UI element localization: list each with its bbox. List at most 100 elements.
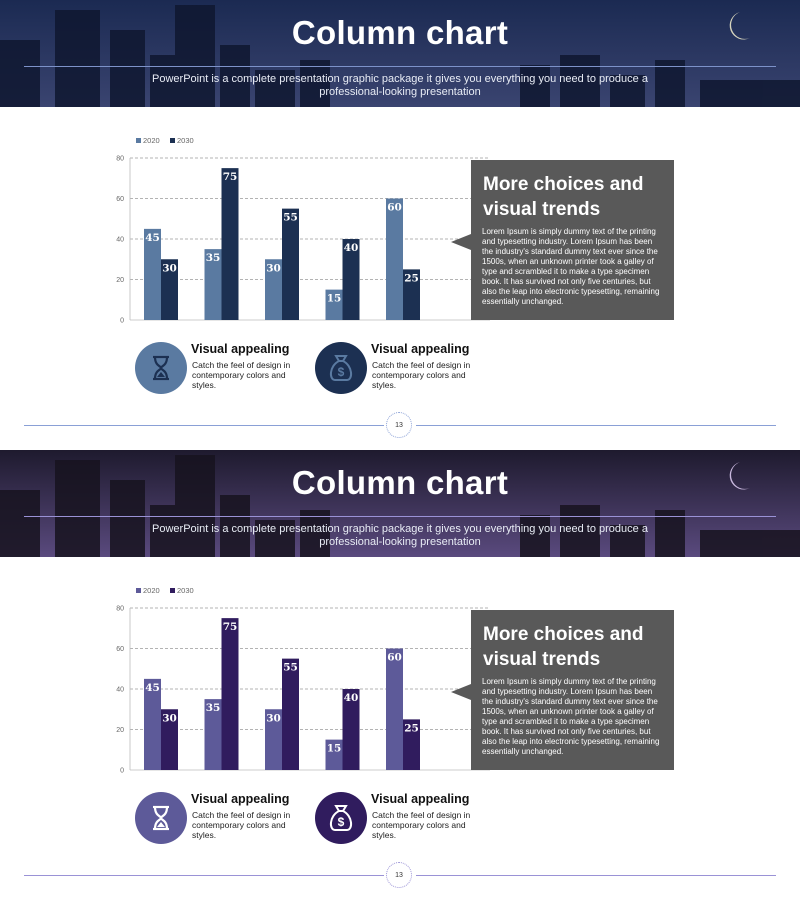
- feature-item-2: $ Visual appealing Catch the feel of des…: [315, 792, 495, 847]
- slide-title: Column chart: [291, 464, 509, 501]
- bar-2020-1: [144, 228, 161, 320]
- page-number: 13: [386, 412, 412, 438]
- legend-label: 2020: [143, 136, 160, 145]
- title-divider: [24, 516, 776, 517]
- bar-2030-2: [221, 168, 239, 320]
- footer-divider-left: [24, 425, 384, 426]
- data-label: 15: [327, 743, 342, 755]
- feature-title: Visual appealing: [191, 342, 290, 356]
- data-label: 75: [223, 621, 238, 633]
- slide-subtitle: PowerPoint is a complete presentation gr…: [152, 73, 648, 98]
- svg-text:$: $: [338, 365, 345, 379]
- footer-divider-right: [416, 425, 776, 426]
- bar-2030-2: [221, 618, 239, 770]
- feature-text: Catch the feel of design in contemporary…: [192, 360, 291, 390]
- money-bag-icon: $: [315, 342, 367, 394]
- data-label: 60: [387, 652, 402, 664]
- hourglass-icon: [135, 792, 187, 844]
- data-label: 30: [266, 262, 281, 274]
- legend-label: 2030: [177, 586, 194, 595]
- svg-text:$: $: [338, 815, 345, 829]
- y-tick-label: 60: [116, 646, 124, 653]
- data-label: 40: [344, 692, 359, 704]
- column-chart: 2020 2030 0 20 40 60 80 45 30 35 75 30 55 15 40 60 25: [116, 136, 490, 325]
- city-skyline-background: [0, 450, 800, 557]
- bar-2020-3: [265, 259, 282, 320]
- feature-title: Visual appealing: [371, 792, 470, 806]
- slide-1: Column chart PowerPoint is a complete pr…: [0, 0, 800, 438]
- header-banner: Column chart PowerPoint is a complete pr…: [0, 0, 800, 107]
- callout-box: More choices and visual trends Lorem Ips…: [451, 160, 674, 320]
- slide-2: Column chart PowerPoint is a complete pr…: [0, 450, 800, 900]
- bar-2020-2: [204, 699, 222, 770]
- y-tick-label: 0: [120, 768, 124, 775]
- data-label: 35: [206, 702, 221, 714]
- callout-body: Lorem Ipsum is simply dummy text of the …: [482, 677, 660, 756]
- money-bag-icon: $: [315, 792, 367, 844]
- footer-divider-right: [416, 875, 776, 876]
- bar-2030-4: [342, 239, 360, 320]
- bar-2020-2: [204, 249, 222, 320]
- y-tick-label: 80: [116, 156, 124, 163]
- legend-swatch: [136, 588, 141, 593]
- legend-label: 2030: [177, 136, 194, 145]
- feature-title: Visual appealing: [191, 792, 290, 806]
- callout-body: Lorem Ipsum is simply dummy text of the …: [482, 227, 660, 306]
- data-label: 35: [206, 252, 221, 264]
- title-divider: [24, 66, 776, 67]
- bar-2030-5: [403, 719, 420, 770]
- y-tick-label: 60: [116, 196, 124, 203]
- y-tick-label: 80: [116, 606, 124, 613]
- slide-title: Column chart: [291, 14, 509, 51]
- feature-item-2: $ Visual appealing Catch the feel of des…: [315, 342, 495, 397]
- column-chart: 2020 2030 0 20 40 60 80 45 30 35 75 30 55 15 40 60 25: [116, 586, 490, 775]
- legend-label: 2020: [143, 586, 160, 595]
- header-banner: Column chart PowerPoint is a complete pr…: [0, 450, 800, 557]
- data-label: 30: [162, 262, 177, 274]
- legend-swatch: [170, 588, 175, 593]
- bar-2030-3: [282, 208, 299, 320]
- y-tick-label: 40: [116, 687, 124, 694]
- feature-item-1: Visual appealing Catch the feel of desig…: [135, 792, 315, 847]
- y-tick-label: 40: [116, 237, 124, 244]
- bar-2030-1: [161, 709, 178, 770]
- data-label: 25: [404, 722, 419, 734]
- bar-2030-5: [403, 269, 420, 320]
- page-number: 13: [386, 862, 412, 888]
- data-label: 40: [344, 242, 359, 254]
- data-label: 55: [283, 662, 298, 674]
- y-tick-label: 20: [116, 277, 124, 284]
- feature-title: Visual appealing: [371, 342, 470, 356]
- bar-2030-4: [342, 689, 360, 770]
- data-label: 60: [387, 202, 402, 214]
- data-label: 55: [283, 212, 298, 224]
- bar-2020-5: [386, 648, 403, 770]
- callout-heading: More choices and visual trends: [483, 624, 644, 670]
- data-label: 30: [266, 712, 281, 724]
- bar-2020-5: [386, 198, 403, 320]
- bar-2020-3: [265, 709, 282, 770]
- data-label: 45: [145, 682, 160, 694]
- bar-2030-3: [282, 658, 299, 770]
- feature-text: Catch the feel of design in contemporary…: [192, 810, 291, 840]
- slide-subtitle: PowerPoint is a complete presentation gr…: [152, 523, 648, 548]
- y-tick-label: 0: [120, 318, 124, 325]
- legend-swatch: [170, 138, 175, 143]
- data-label: 30: [162, 712, 177, 724]
- feature-text: Catch the feel of design in contemporary…: [372, 810, 471, 840]
- city-skyline-background: [0, 0, 800, 107]
- footer-divider-left: [24, 875, 384, 876]
- data-label: 75: [223, 171, 238, 183]
- bar-2030-1: [161, 259, 178, 320]
- callout-heading: More choices and visual trends: [483, 174, 644, 220]
- data-label: 25: [404, 272, 419, 284]
- callout-box: More choices and visual trends Lorem Ips…: [451, 610, 674, 770]
- legend-swatch: [136, 138, 141, 143]
- data-label: 45: [145, 232, 160, 244]
- y-tick-label: 20: [116, 727, 124, 734]
- feature-text: Catch the feel of design in contemporary…: [372, 360, 471, 390]
- feature-item-1: Visual appealing Catch the feel of desig…: [135, 342, 315, 397]
- data-label: 15: [327, 293, 342, 305]
- bar-2020-4: [325, 739, 343, 770]
- hourglass-icon: [135, 342, 187, 394]
